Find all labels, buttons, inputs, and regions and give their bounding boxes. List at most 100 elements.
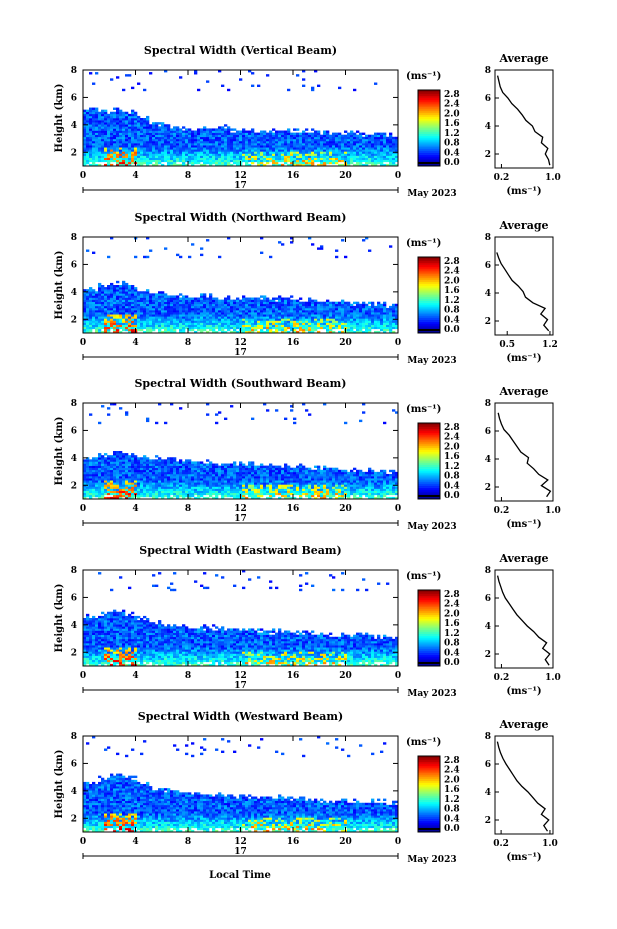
heatmap-cell xyxy=(233,482,237,485)
heatmap-cell xyxy=(374,145,378,148)
heatmap-cell xyxy=(188,473,192,477)
heatmap-cell xyxy=(134,473,138,477)
heatmap-cell xyxy=(263,295,267,298)
heatmap-cell xyxy=(323,151,327,154)
heatmap-cell xyxy=(116,140,120,144)
heatmap-cell xyxy=(173,476,177,479)
heatmap-cell xyxy=(95,138,99,142)
heatmap-cell xyxy=(239,149,243,152)
heatmap-cell xyxy=(221,328,225,332)
heatmap-cell xyxy=(131,128,135,131)
heatmap-cell xyxy=(113,143,117,146)
heatmap-cell xyxy=(185,492,189,496)
heatmap-cell xyxy=(302,314,306,317)
heatmap-cell xyxy=(149,124,153,127)
heatmap-cell xyxy=(260,138,264,142)
heatmap-cell xyxy=(242,310,246,313)
heatmap-cell xyxy=(332,145,336,148)
heatmap-cell xyxy=(83,461,87,464)
heatmap-cell xyxy=(152,128,156,131)
colorbar-segment xyxy=(418,258,440,262)
colorbar-segment xyxy=(418,312,440,315)
heatmap-cell xyxy=(95,492,99,496)
heatmap-cell xyxy=(299,132,303,135)
heatmap-cell xyxy=(125,490,129,494)
heatmap-cell xyxy=(155,492,159,496)
heatmap-cell xyxy=(245,153,249,156)
heatmap-cell xyxy=(101,115,105,119)
heatmap-cell xyxy=(107,161,111,165)
heatmap-cell xyxy=(83,324,87,328)
heatmap-cell xyxy=(335,249,339,252)
heatmap-cell xyxy=(119,307,123,311)
heatmap-cell xyxy=(119,473,123,477)
heatmap-cell xyxy=(95,113,99,117)
heatmap-cell xyxy=(221,478,225,481)
heatmap-cell xyxy=(140,163,144,167)
heatmap-cell xyxy=(104,287,108,290)
heatmap-cell xyxy=(152,328,156,332)
heatmap-cell xyxy=(179,469,183,473)
heatmap-cell xyxy=(299,149,303,152)
heatmap-cell xyxy=(107,407,111,410)
heatmap-cell xyxy=(158,330,162,334)
heatmap-cell xyxy=(113,318,117,321)
heatmap-cell xyxy=(350,159,354,163)
heatmap-cell xyxy=(245,301,249,305)
heatmap-cell xyxy=(125,326,129,330)
heatmap-cell xyxy=(362,151,366,154)
heatmap-cell xyxy=(278,312,282,315)
heatmap-cell xyxy=(203,159,207,163)
heatmap-cell xyxy=(149,132,153,135)
heatmap-cell xyxy=(104,151,108,154)
heatmap-cell xyxy=(170,480,174,483)
heatmap-cell xyxy=(146,289,150,292)
colorbar-segment xyxy=(418,148,440,152)
heatmap-cell xyxy=(143,295,147,298)
heatmap-cell xyxy=(131,320,135,323)
heatmap-cell xyxy=(161,307,165,311)
heatmap-cell xyxy=(344,147,348,150)
heatmap-cell xyxy=(110,471,114,475)
heatmap-cell xyxy=(197,471,201,475)
heatmap-cell xyxy=(128,130,132,133)
heatmap-cell xyxy=(230,469,234,473)
heatmap-cell xyxy=(278,136,282,140)
heatmap-cell xyxy=(170,303,174,307)
heatmap-cell xyxy=(266,159,270,163)
heatmap-cell xyxy=(272,132,276,135)
heatmap-cell xyxy=(221,147,225,150)
heatmap-cell xyxy=(212,476,216,479)
heatmap-cell xyxy=(179,463,183,466)
heatmap-cell xyxy=(206,161,210,165)
heatmap-cell xyxy=(242,151,246,154)
heatmap-cell xyxy=(113,471,117,475)
heatmap-cell xyxy=(245,314,249,317)
heatmap-cell xyxy=(167,490,171,494)
heatmap-cell xyxy=(299,155,303,158)
heatmap-cell xyxy=(203,149,207,152)
heatmap-cell xyxy=(119,480,123,483)
heatmap-cell xyxy=(332,310,336,313)
heatmap-cell xyxy=(242,143,246,146)
heatmap-cell xyxy=(113,149,117,152)
heatmap-cell xyxy=(185,316,189,319)
heatmap-cell xyxy=(263,138,267,142)
heatmap-cell xyxy=(293,143,297,146)
heatmap-cell xyxy=(368,307,372,311)
heatmap-cell xyxy=(134,157,138,161)
heatmap-cell xyxy=(158,132,162,135)
heatmap-cell xyxy=(365,328,369,332)
heatmap-cell xyxy=(260,140,264,144)
heatmap-cell xyxy=(206,473,210,477)
heatmap-cell xyxy=(212,473,216,477)
heatmap-cell xyxy=(395,155,399,158)
heatmap-cell xyxy=(251,330,255,334)
heatmap-cell xyxy=(335,132,339,135)
heatmap-cell xyxy=(386,145,390,148)
heatmap-cell xyxy=(83,126,87,129)
heatmap-cell xyxy=(92,289,96,292)
heatmap-cell xyxy=(227,88,231,92)
heatmap-cell xyxy=(209,314,213,317)
y-tick-label: 4 xyxy=(71,288,77,298)
